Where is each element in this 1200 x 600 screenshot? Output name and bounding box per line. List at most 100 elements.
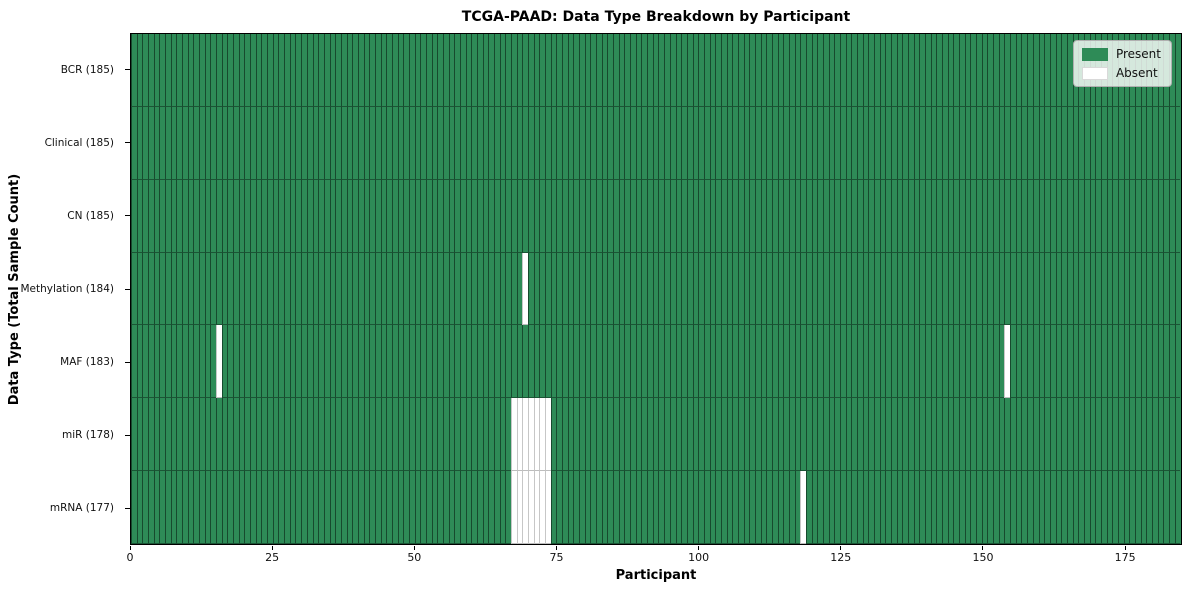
cell-present: [635, 106, 642, 180]
cell-present: [1146, 179, 1152, 253]
cell-present: [817, 471, 823, 545]
cell-present: [987, 34, 994, 107]
cell-present: [664, 471, 670, 545]
cell-present: [839, 106, 846, 180]
cell-present: [1066, 252, 1073, 326]
cell-present: [369, 34, 375, 107]
cell-present: [851, 398, 857, 472]
cell-present: [374, 471, 381, 545]
cell-present: [267, 398, 273, 472]
cell-present: [182, 179, 188, 253]
cell-present: [601, 34, 608, 107]
cell-present: [187, 252, 194, 326]
cell-present: [664, 325, 670, 399]
cell-present: [959, 471, 965, 545]
cell-absent: [522, 398, 529, 472]
cell-present: [323, 252, 330, 326]
cell-present: [1089, 471, 1096, 545]
cell-present: [431, 471, 438, 545]
cell-present: [692, 252, 699, 326]
cell-present: [131, 179, 137, 253]
cell-present: [709, 179, 716, 253]
cell-present: [964, 398, 971, 472]
cell-present: [176, 106, 183, 180]
cell-present: [987, 398, 994, 472]
cell-present: [476, 252, 483, 326]
cell-present: [754, 398, 761, 472]
cell-present: [562, 34, 568, 107]
cell-present: [482, 471, 489, 545]
cell-present: [142, 398, 149, 472]
cell-present: [159, 398, 166, 472]
cell-present: [942, 471, 948, 545]
cell-present: [233, 471, 239, 545]
cell-present: [618, 34, 625, 107]
cell-present: [669, 252, 676, 326]
cell-present: [153, 252, 160, 326]
cell-present: [318, 398, 324, 472]
cell-present: [408, 471, 415, 545]
cell-present: [425, 106, 432, 180]
cell-present: [414, 179, 421, 253]
x-tick-label: 150: [972, 551, 994, 564]
cell-present: [442, 106, 449, 180]
cell-present: [573, 179, 580, 253]
cell-present: [732, 252, 738, 326]
cell-present: [454, 34, 460, 107]
cell-present: [658, 179, 665, 253]
cell-present: [301, 106, 307, 180]
cell-present: [357, 325, 364, 399]
cell-present: [947, 252, 954, 326]
cell-present: [346, 179, 353, 253]
cell-present: [794, 398, 801, 472]
cell-present: [1015, 252, 1022, 326]
cell-present: [1095, 325, 1101, 399]
cell-present: [386, 471, 392, 545]
cell-present: [233, 179, 239, 253]
cell-present: [176, 325, 183, 399]
cell-present: [1100, 106, 1107, 180]
cell-present: [289, 34, 296, 107]
x-tick-mark: [271, 545, 273, 550]
cell-present: [658, 34, 665, 107]
cell-present: [584, 179, 591, 253]
cell-present: [329, 252, 336, 326]
cell-present: [584, 471, 591, 545]
cell-present: [777, 325, 784, 399]
cell-present: [624, 106, 631, 180]
cell-present: [1163, 179, 1169, 253]
x-tick-mark: [1124, 545, 1126, 550]
cell-present: [550, 34, 557, 107]
cell-present: [295, 179, 302, 253]
cell-present: [391, 179, 398, 253]
cell-present: [754, 252, 761, 326]
cell-present: [306, 398, 313, 472]
cell-present: [845, 252, 852, 326]
cell-present: [136, 106, 143, 180]
cell-present: [499, 106, 506, 180]
cell-present: [187, 179, 194, 253]
cell-present: [346, 252, 353, 326]
cell-present: [771, 471, 778, 545]
cell-present: [1049, 106, 1056, 180]
cell-present: [567, 325, 574, 399]
cell-present: [698, 398, 704, 472]
cell-present: [681, 325, 687, 399]
cell-present: [715, 34, 721, 107]
cell-present: [675, 398, 682, 472]
x-tick-mark: [698, 545, 700, 550]
cell-present: [522, 325, 529, 399]
cell-present: [227, 398, 234, 472]
cell-present: [777, 34, 784, 107]
cell-present: [357, 252, 364, 326]
cell-present: [227, 179, 234, 253]
cell-present: [703, 471, 710, 545]
cell-present: [403, 34, 409, 107]
cell-present: [647, 325, 653, 399]
cell-present: [987, 252, 994, 326]
cell-present: [993, 252, 999, 326]
cell-present: [783, 471, 789, 545]
cell-present: [289, 179, 296, 253]
cell-present: [425, 398, 432, 472]
cell-present: [1123, 325, 1130, 399]
